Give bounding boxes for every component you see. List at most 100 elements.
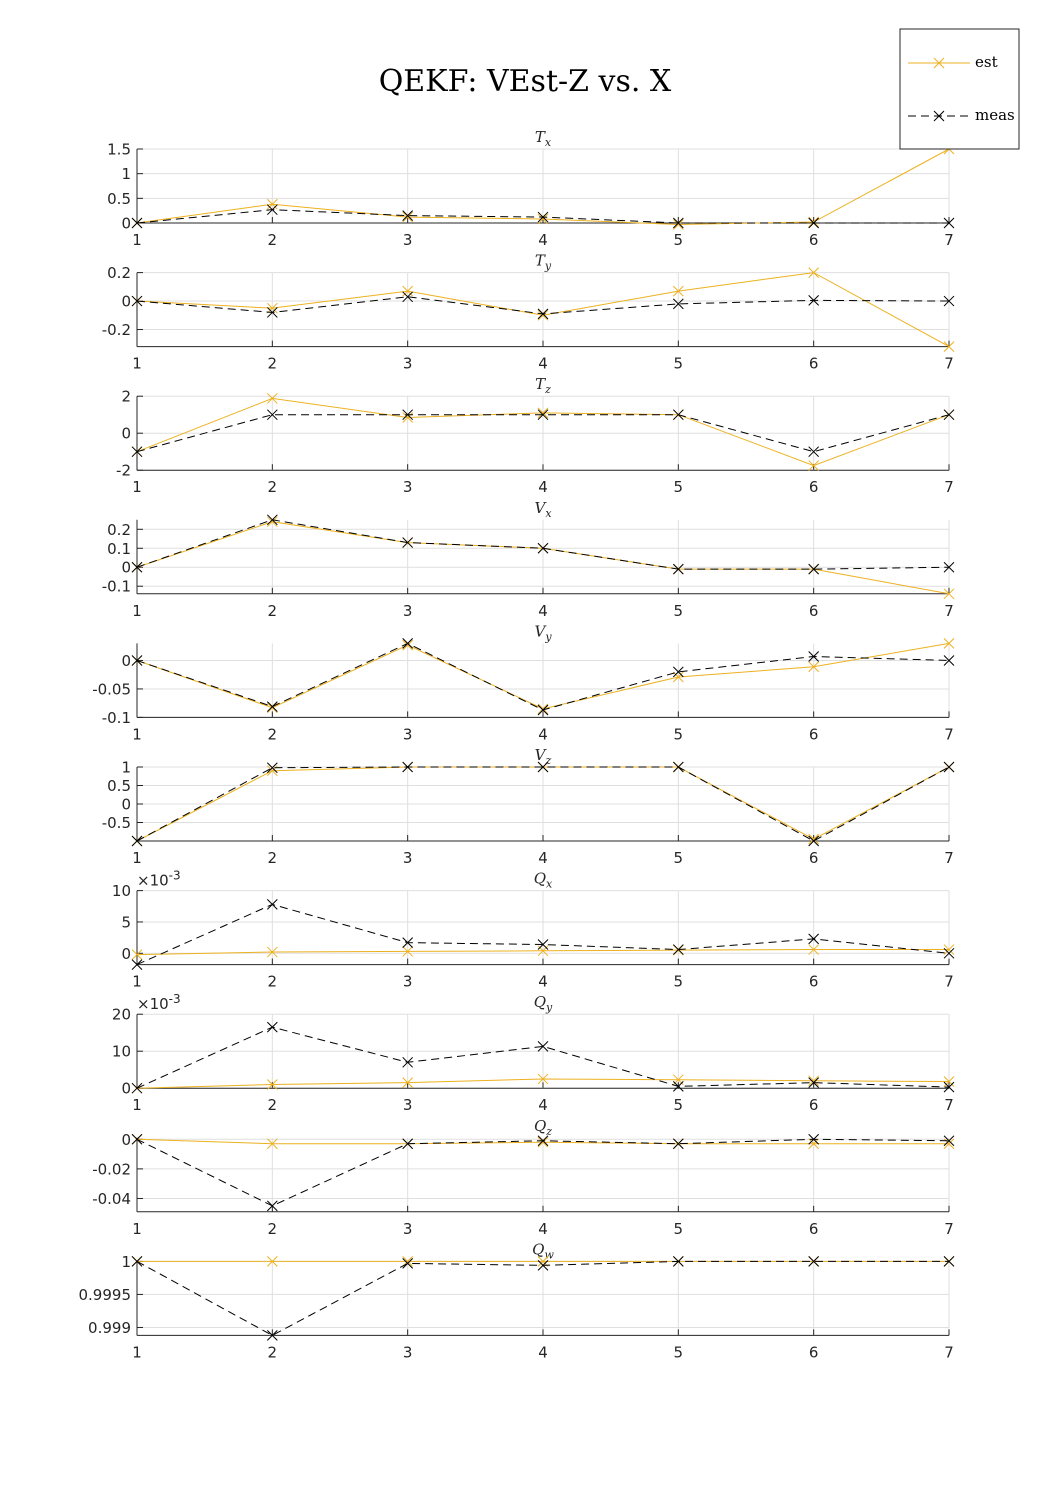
- series-meas-point: [537, 1135, 549, 1147]
- x-tick-label: 1: [132, 478, 142, 496]
- x-tick-label: 3: [403, 355, 413, 373]
- subplot-qy: 1 2 3 4 5 6 7 0 10 20 Qy ×10-3: [112, 992, 955, 1114]
- series-meas-point: [131, 561, 143, 573]
- x-tick-label: 2: [268, 231, 278, 249]
- series-meas-point: [537, 211, 549, 223]
- x-tick-label: 4: [538, 849, 548, 867]
- y-tick-label: 2: [121, 388, 131, 406]
- series-est-point: [808, 267, 820, 278]
- series-meas-point: [943, 947, 955, 959]
- subplot-tx: 1 2 3 4 5 6 7 0 0.5 1 1.5 Tx: [107, 128, 955, 249]
- x-tick-label: 2: [268, 725, 278, 743]
- x-tick-label: 3: [403, 478, 413, 496]
- series-est-point: [266, 702, 278, 714]
- x-tick-label: 3: [403, 1096, 413, 1114]
- x-tick-label: 1: [132, 1220, 142, 1238]
- x-tick-label: 3: [403, 973, 413, 991]
- series-meas-point: [943, 1081, 955, 1093]
- x-tick-label: 7: [944, 973, 954, 991]
- series-meas-point: [943, 409, 955, 421]
- y-tick-label: 1: [121, 1253, 131, 1271]
- legend-est-marker: [933, 57, 945, 69]
- x-tick-label: 7: [944, 478, 954, 496]
- series-meas-point: [537, 409, 549, 421]
- series-meas-point: [808, 651, 820, 662]
- y-tick-label: -0.1: [102, 578, 131, 596]
- series-meas-point: [808, 1256, 820, 1267]
- subplot-title: Tx: [535, 128, 552, 149]
- subplot-qx: 1 2 3 4 5 6 7 0 5 10 Qx ×10-3: [112, 869, 955, 991]
- x-tick-label: 7: [944, 602, 954, 620]
- figure-title: QEKF: VEst-Z vs. X: [379, 64, 672, 99]
- y-tick-label: 0: [121, 293, 131, 311]
- legend-est-label: est: [975, 53, 998, 71]
- legend-meas-label: meas: [975, 106, 1015, 124]
- series-est-point: [266, 302, 278, 314]
- series-meas-point: [402, 638, 414, 649]
- x-tick-label: 2: [268, 1343, 278, 1361]
- series-est-point: [402, 412, 414, 423]
- y-tick-label: 0: [121, 1080, 131, 1098]
- series-meas-point: [537, 308, 549, 320]
- legend-meas-marker: [933, 110, 945, 122]
- x-tick-label: 1: [132, 602, 142, 620]
- y-tick-label: 10: [112, 1043, 131, 1061]
- series-meas-point: [266, 514, 278, 526]
- y-exponent-label: ×10-3: [137, 992, 181, 1013]
- subplot-title-main: V: [535, 746, 548, 764]
- series-est-point: [402, 285, 414, 297]
- x-tick-label: 1: [132, 1343, 142, 1361]
- x-tick-label: 4: [538, 1343, 548, 1361]
- series-meas-point: [537, 542, 549, 554]
- series-meas-point: [672, 409, 684, 421]
- series-meas-point: [266, 409, 278, 421]
- y-tick-label: 1.5: [107, 141, 131, 159]
- series-meas-point: [537, 704, 549, 716]
- x-tick-label: 5: [674, 1096, 684, 1114]
- subplot-title: Ty: [535, 252, 552, 273]
- y-tick-label: 10: [112, 882, 131, 900]
- x-tick-label: 7: [944, 231, 954, 249]
- series-meas-point: [266, 762, 278, 774]
- y-tick-label: 0.2: [107, 264, 131, 282]
- series-est-point: [943, 944, 955, 955]
- subplot-title-sub: y: [544, 260, 552, 273]
- series-meas-point: [672, 1080, 684, 1092]
- series-est-point: [537, 1136, 549, 1148]
- y-tick-label: -0.1: [102, 709, 131, 727]
- x-tick-label: 3: [403, 602, 413, 620]
- series-meas-point: [808, 1077, 820, 1089]
- x-tick-label: 2: [268, 973, 278, 991]
- series-meas-point: [131, 217, 143, 229]
- series-meas-point: [266, 1200, 278, 1212]
- series-est-point: [537, 309, 549, 321]
- subplot-title-sub: x: [545, 507, 552, 520]
- series-meas-point: [943, 295, 955, 307]
- series-meas-point: [537, 939, 549, 950]
- series-meas-point: [131, 446, 143, 458]
- subplot-title-main: T: [535, 128, 546, 146]
- series-meas-point: [131, 1133, 143, 1145]
- series-est-point: [402, 211, 414, 223]
- x-tick-label: 6: [809, 1096, 819, 1114]
- x-tick-label: 2: [268, 355, 278, 373]
- subplot-title-main: Q: [532, 1240, 544, 1258]
- series-meas-point: [672, 666, 684, 678]
- series-meas-point: [131, 835, 143, 847]
- series-meas-point: [943, 217, 955, 229]
- subplot-title: Tz: [535, 375, 551, 396]
- x-tick-label: 5: [674, 1343, 684, 1361]
- x-tick-label: 6: [809, 1343, 819, 1361]
- series-meas-point: [402, 937, 414, 949]
- x-tick-label: 1: [132, 1096, 142, 1114]
- series-meas-point: [808, 933, 820, 945]
- series-est-point: [402, 639, 414, 651]
- series-meas-point: [672, 1256, 684, 1267]
- series-meas-point: [537, 1260, 549, 1271]
- y-tick-label: 0.2: [107, 521, 131, 539]
- series-est-point: [808, 460, 820, 471]
- y-tick-label: 5: [121, 913, 131, 931]
- subplot-title-main: V: [534, 622, 547, 640]
